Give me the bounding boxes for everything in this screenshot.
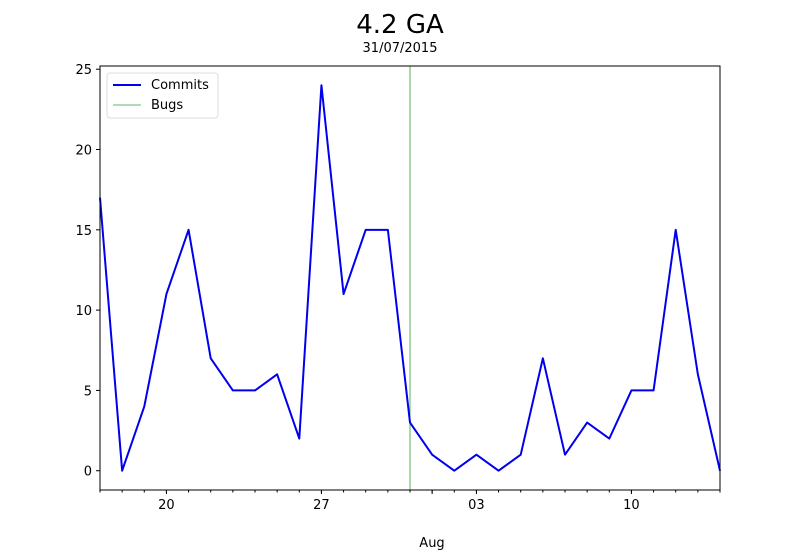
commits-data-point <box>431 454 433 456</box>
commits-data-point <box>520 454 522 456</box>
commits-data-point <box>210 357 212 359</box>
y-tick-label: 25 <box>75 63 92 78</box>
commits-data-point <box>232 389 234 391</box>
commits-data-point <box>475 454 477 456</box>
commits-data-point <box>165 293 167 295</box>
commits-data-point <box>254 389 256 391</box>
commits-data-point <box>697 373 699 375</box>
commits-data-point <box>409 422 411 424</box>
commits-data-point <box>298 438 300 440</box>
x-axis-label: Aug <box>419 536 444 550</box>
commits-data-point <box>675 229 677 231</box>
commits-data-point <box>498 470 500 472</box>
commits-data-point <box>586 422 588 424</box>
commits-data-point <box>653 389 655 391</box>
x-tick-label: 20 <box>158 498 175 513</box>
x-tick-label: 27 <box>313 498 330 513</box>
commits-data-point <box>453 470 455 472</box>
y-tick-label: 10 <box>75 304 92 319</box>
commits-data-point <box>608 438 610 440</box>
commits-data-point <box>320 84 322 86</box>
y-tick-label: 15 <box>75 224 92 239</box>
commits-data-point <box>630 389 632 391</box>
commits-data-point <box>542 357 544 359</box>
commits-data-point <box>276 373 278 375</box>
chart-title: 4.2 GA <box>356 10 444 40</box>
y-tick-label: 0 <box>84 465 92 480</box>
legend-bugs-label: Bugs <box>151 98 183 113</box>
y-tick-label: 20 <box>75 144 92 159</box>
commits-data-point <box>343 293 345 295</box>
legend: Commits Bugs <box>107 73 218 118</box>
x-tick-label: 03 <box>468 498 485 513</box>
commits-data-point <box>143 405 145 407</box>
commits-data-point <box>188 229 190 231</box>
commits-data-point <box>564 454 566 456</box>
y-tick-label: 5 <box>84 384 92 399</box>
chart-subtitle: 31/07/2015 <box>363 41 438 56</box>
commits-data-point <box>121 470 123 472</box>
x-tick-label: 10 <box>623 498 640 513</box>
commits-data-point <box>365 229 367 231</box>
legend-commits-label: Commits <box>151 78 209 93</box>
commits-data-point <box>387 229 389 231</box>
